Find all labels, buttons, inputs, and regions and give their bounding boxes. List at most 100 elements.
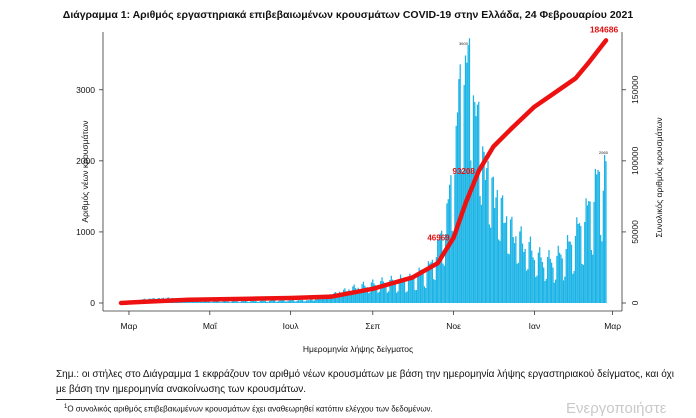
bar bbox=[234, 301, 236, 303]
bar bbox=[319, 297, 321, 303]
bar bbox=[260, 300, 263, 303]
bar bbox=[593, 201, 595, 303]
bar bbox=[316, 297, 318, 303]
bar bbox=[205, 300, 207, 303]
bar bbox=[463, 84, 465, 303]
bar bbox=[574, 235, 577, 303]
bar bbox=[348, 289, 350, 303]
x-tick-label: Ιουλ bbox=[283, 321, 300, 331]
bar bbox=[219, 302, 221, 303]
bar bbox=[349, 294, 351, 303]
bar bbox=[414, 290, 416, 303]
bar bbox=[372, 279, 374, 303]
bar bbox=[535, 277, 537, 303]
bar bbox=[311, 299, 313, 303]
bar bbox=[282, 300, 284, 303]
bar bbox=[231, 301, 233, 303]
bar bbox=[492, 176, 494, 303]
bar bbox=[236, 301, 239, 303]
bar bbox=[472, 95, 475, 303]
bar bbox=[381, 277, 383, 303]
bar bbox=[544, 281, 546, 303]
bar bbox=[553, 282, 555, 303]
bar bbox=[545, 278, 547, 303]
bar bbox=[539, 247, 541, 303]
bar bbox=[223, 300, 225, 303]
bar bbox=[332, 297, 334, 303]
bar bbox=[467, 45, 469, 303]
bar bbox=[460, 169, 463, 303]
bar bbox=[325, 295, 327, 303]
y-left-tick-label: 3000 bbox=[76, 85, 95, 95]
bar bbox=[580, 225, 582, 303]
bar bbox=[419, 270, 422, 303]
bar bbox=[297, 300, 300, 303]
bar bbox=[315, 298, 317, 303]
cumulative-label: 46969 bbox=[427, 234, 450, 243]
bar bbox=[584, 221, 586, 303]
bar bbox=[568, 241, 570, 303]
bar bbox=[247, 302, 249, 303]
bar bbox=[531, 250, 533, 303]
bar bbox=[198, 300, 200, 303]
bar bbox=[226, 301, 228, 303]
bar bbox=[505, 216, 508, 303]
bar bbox=[299, 300, 301, 303]
bar bbox=[304, 301, 306, 303]
bar bbox=[256, 301, 259, 303]
bar bbox=[317, 298, 320, 303]
bar bbox=[307, 300, 309, 303]
bar bbox=[474, 102, 476, 303]
bar bbox=[240, 301, 243, 303]
bar bbox=[274, 300, 276, 303]
bar bbox=[466, 62, 468, 303]
bar bbox=[581, 263, 583, 303]
bar bbox=[495, 197, 497, 303]
bar bbox=[410, 276, 412, 303]
bar bbox=[321, 299, 324, 303]
bar bbox=[345, 291, 347, 303]
x-tick-label: Νοε bbox=[446, 321, 461, 331]
bar bbox=[503, 223, 505, 303]
bar bbox=[354, 288, 357, 303]
bar bbox=[280, 300, 282, 303]
bar bbox=[390, 275, 392, 303]
bar bbox=[564, 276, 566, 303]
bar bbox=[413, 277, 415, 303]
bar bbox=[565, 249, 567, 303]
bar bbox=[602, 190, 604, 303]
bar bbox=[242, 300, 244, 303]
bar bbox=[210, 302, 212, 303]
bar bbox=[543, 267, 545, 303]
y-left-tick-label: 2000 bbox=[76, 156, 95, 166]
bar bbox=[309, 299, 312, 303]
bar bbox=[271, 300, 273, 303]
bar bbox=[524, 248, 526, 303]
bar bbox=[221, 302, 223, 303]
bar bbox=[478, 101, 480, 303]
bar bbox=[468, 38, 471, 303]
bar bbox=[532, 257, 534, 303]
bar bbox=[476, 104, 479, 304]
bar bbox=[230, 302, 232, 303]
bar bbox=[458, 79, 460, 303]
footnote: 1Ο συνολικός αριθμός επιβεβαιωμένων κρου… bbox=[64, 404, 433, 414]
bar bbox=[214, 301, 216, 303]
bar bbox=[429, 263, 431, 303]
bar bbox=[340, 296, 342, 303]
chart-title: Διάγραμμα 1: Αριθμός εργαστηριακά επιβεβ… bbox=[62, 9, 634, 21]
bar bbox=[459, 64, 461, 303]
bar bbox=[293, 301, 296, 303]
bar bbox=[399, 274, 402, 303]
y-right-tick-label: 150000 bbox=[630, 75, 640, 104]
bar bbox=[600, 234, 602, 303]
bar bbox=[556, 255, 558, 303]
bar bbox=[376, 286, 378, 303]
bar bbox=[592, 254, 594, 303]
y-right-axis-label: Συνολικός αριθμός κρουσμάτων bbox=[654, 117, 664, 237]
bar bbox=[515, 236, 517, 303]
bar bbox=[569, 241, 571, 303]
bar bbox=[270, 300, 272, 303]
bar bbox=[193, 301, 195, 303]
bar bbox=[507, 253, 509, 303]
